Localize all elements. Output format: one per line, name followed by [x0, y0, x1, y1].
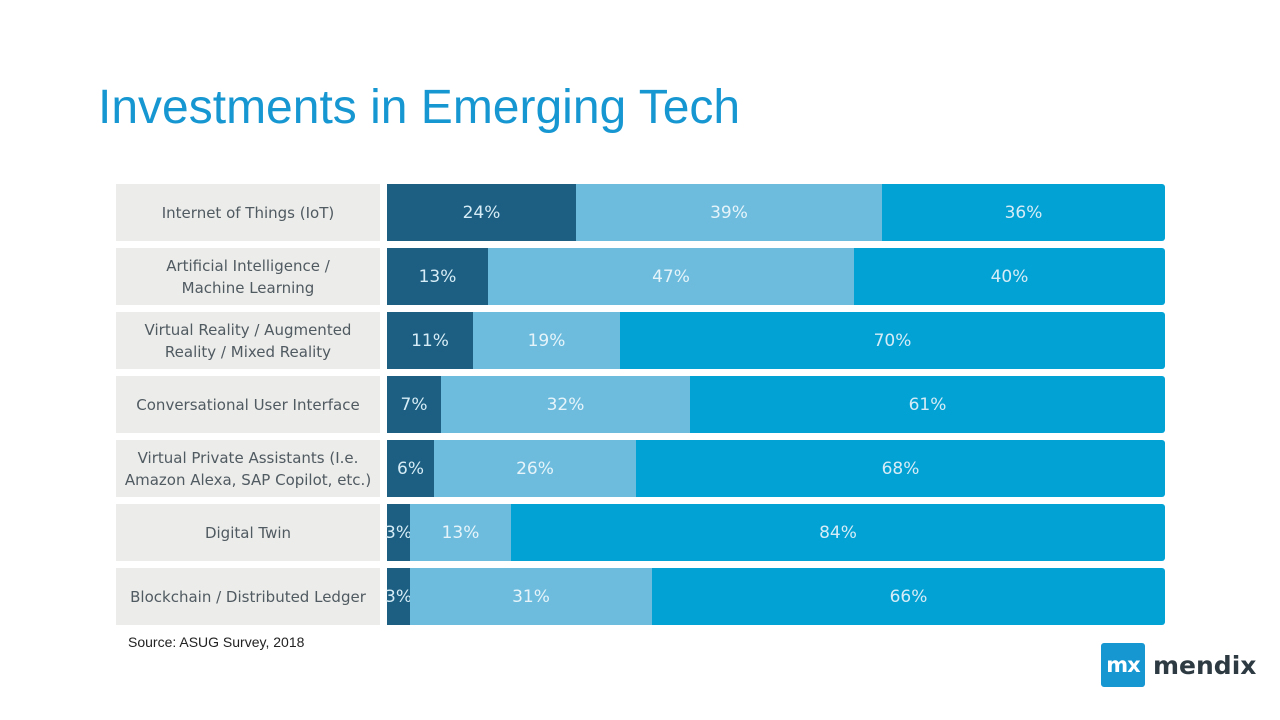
row-label-box: Virtual Reality / Augmented Reality / Mi… — [116, 312, 380, 369]
bar-segment: 32% — [441, 376, 690, 433]
bar-segment: 7% — [387, 376, 441, 433]
data-label: 66% — [889, 586, 928, 607]
data-label: 68% — [881, 458, 920, 479]
data-label: 3% — [385, 586, 412, 607]
data-label: 26% — [516, 458, 554, 479]
category-label: Virtual Reality / Augmented Reality / Mi… — [144, 320, 352, 361]
bar-row: 13% 47% 40% — [387, 248, 1165, 305]
bar-segment: 13% — [410, 504, 511, 561]
data-label: 13% — [418, 266, 457, 287]
category-label: Artificial Intelligence / Machine Learni… — [166, 256, 330, 297]
bar-segment: 6% — [387, 440, 434, 497]
logo-wordmark: mendix — [1153, 650, 1257, 680]
data-label: 70% — [873, 330, 912, 351]
slide-title: Investments in Emerging Tech — [98, 81, 741, 134]
data-label: 40% — [990, 266, 1029, 287]
logo-mark: mx — [1101, 643, 1145, 687]
row-label-box: Conversational User Interface — [116, 376, 380, 433]
bar-segment: 3% — [385, 568, 412, 625]
source-note: Source: ASUG Survey, 2018 — [128, 634, 305, 650]
row-label-box: Blockchain / Distributed Ledger — [116, 568, 380, 625]
row-label-box: Artificial Intelligence / Machine Learni… — [116, 248, 380, 305]
data-label: 61% — [908, 394, 947, 415]
bar-segment: 40% — [854, 248, 1165, 305]
bar-segment: 39% — [576, 184, 882, 241]
data-label: 19% — [527, 330, 566, 351]
bar-segment: 31% — [410, 568, 652, 625]
category-label: Internet of Things (IoT) — [161, 203, 335, 222]
bar-row: 3% 13% 84% — [385, 504, 1165, 561]
data-label: 31% — [512, 586, 550, 607]
data-label: 3% — [385, 522, 412, 543]
bar-row: 6% 26% 68% — [387, 440, 1165, 497]
data-label: 6% — [397, 458, 424, 479]
bar-row: 11% 19% 70% — [387, 312, 1165, 369]
bar-segment: 61% — [690, 376, 1165, 433]
bar-row: 3% 31% 66% — [385, 568, 1165, 625]
bar-segment: 66% — [652, 568, 1165, 625]
data-label: 32% — [546, 394, 585, 415]
category-label: Blockchain / Distributed Ledger — [130, 587, 366, 606]
mendix-logo: mx mendix — [1101, 643, 1256, 687]
bar-segment: 36% — [882, 184, 1165, 241]
data-label: 84% — [819, 522, 857, 543]
bar-segment: 70% — [620, 312, 1165, 369]
data-label: 36% — [1004, 202, 1043, 223]
data-label: 13% — [441, 522, 480, 543]
category-label: Digital Twin — [204, 523, 292, 542]
bar-segment: 84% — [511, 504, 1165, 561]
bar-row: 24% 39% 36% — [387, 184, 1165, 241]
bar-segment: 13% — [387, 248, 488, 305]
bar-segment: 11% — [387, 312, 473, 369]
row-label-box: Internet of Things (IoT) — [116, 184, 380, 241]
data-label: 24% — [462, 202, 501, 223]
data-label: 11% — [411, 330, 449, 351]
data-label: 39% — [710, 202, 748, 223]
bar-segment: 26% — [434, 440, 636, 497]
bar-segment: 3% — [385, 504, 412, 561]
category-label: Virtual Private Assistants (I.e. Amazon … — [124, 448, 372, 489]
bar-segment: 68% — [636, 440, 1165, 497]
bar-segment: 19% — [473, 312, 620, 369]
data-label: 7% — [400, 394, 428, 415]
bar-row: 7% 32% 61% — [387, 376, 1165, 433]
category-label: Conversational User Interface — [136, 395, 360, 414]
bar-segment: 47% — [488, 248, 854, 305]
row-label-box: Virtual Private Assistants (I.e. Amazon … — [116, 440, 380, 497]
data-label: 47% — [652, 266, 690, 287]
bar-segment: 24% — [387, 184, 576, 241]
row-label-box: Digital Twin — [116, 504, 380, 561]
